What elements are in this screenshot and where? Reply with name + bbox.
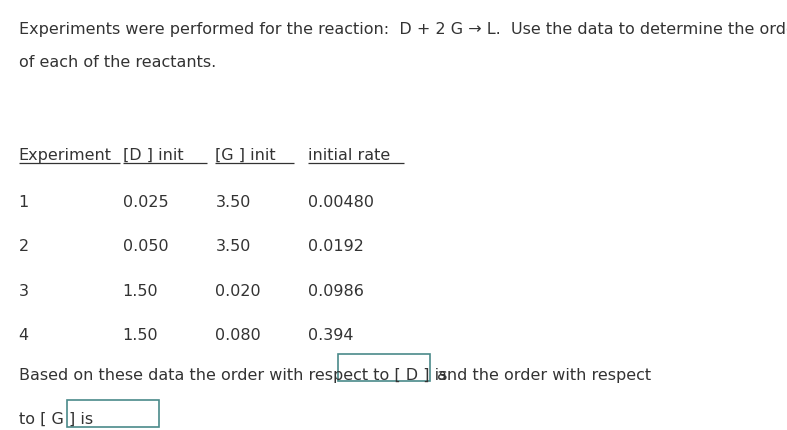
Text: 1.50: 1.50 <box>123 328 158 343</box>
Text: [D ] init: [D ] init <box>123 148 183 163</box>
Text: and the order with respect: and the order with respect <box>437 367 651 382</box>
Text: 3.50: 3.50 <box>216 194 251 209</box>
FancyBboxPatch shape <box>338 355 430 381</box>
Text: 0.0192: 0.0192 <box>308 239 364 254</box>
Text: 3.50: 3.50 <box>216 239 251 254</box>
Text: 0.00480: 0.00480 <box>308 194 374 209</box>
Text: 4: 4 <box>19 328 28 343</box>
Text: Experiments were performed for the reaction:  D + 2 G → L.  Use the data to dete: Experiments were performed for the react… <box>19 22 787 37</box>
Text: 0.080: 0.080 <box>216 328 261 343</box>
FancyBboxPatch shape <box>67 401 159 427</box>
Text: Based on these data the order with respect to [ D ] is: Based on these data the order with respe… <box>19 367 447 382</box>
Text: 0.394: 0.394 <box>308 328 353 343</box>
Text: [G ] init: [G ] init <box>216 148 276 163</box>
Text: 0.0986: 0.0986 <box>308 283 364 298</box>
Text: to [ G ] is: to [ G ] is <box>19 411 93 426</box>
Text: 0.050: 0.050 <box>123 239 168 254</box>
Text: 1: 1 <box>19 194 29 209</box>
Text: initial rate: initial rate <box>308 148 390 163</box>
Text: of each of the reactants.: of each of the reactants. <box>19 55 216 70</box>
Text: 1.50: 1.50 <box>123 283 158 298</box>
Text: 0.020: 0.020 <box>216 283 261 298</box>
Text: 0.025: 0.025 <box>123 194 168 209</box>
Text: 2: 2 <box>19 239 28 254</box>
Text: Experiment: Experiment <box>19 148 112 163</box>
Text: 3: 3 <box>19 283 28 298</box>
